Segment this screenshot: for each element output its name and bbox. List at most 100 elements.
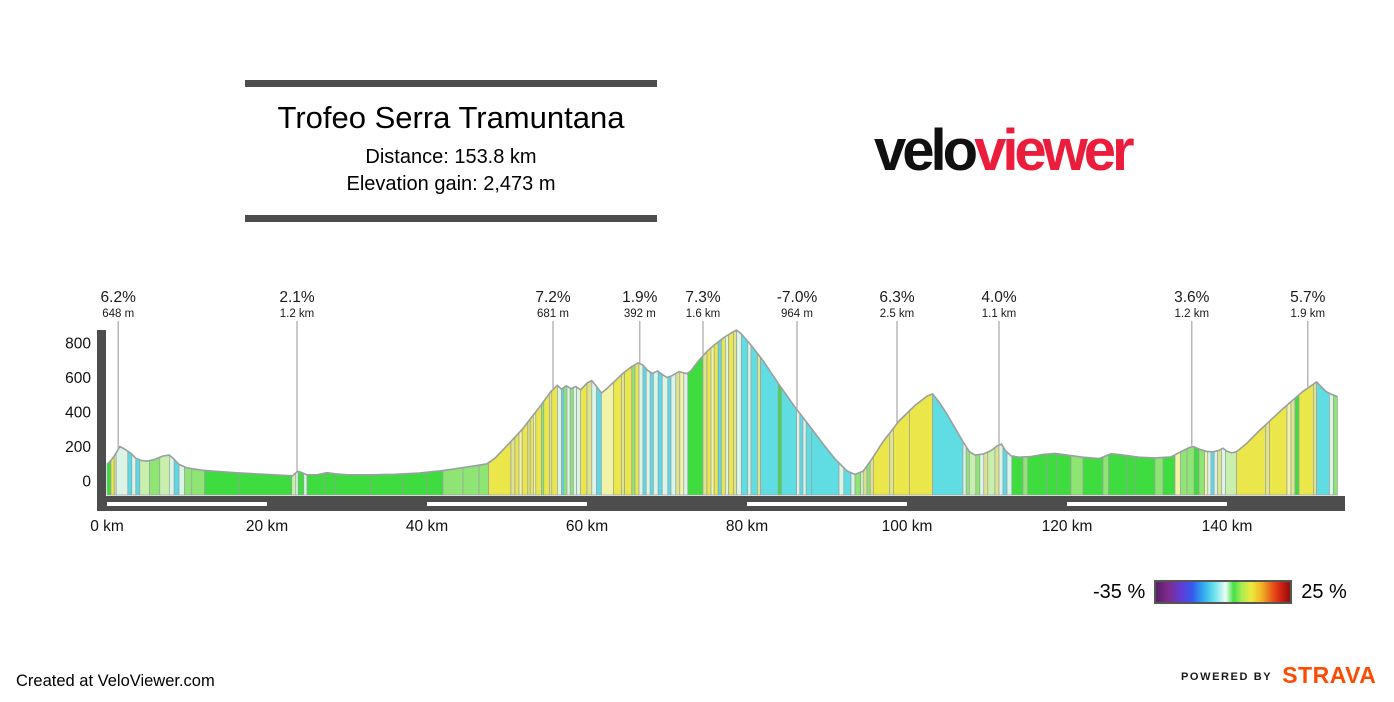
x-tick-label: 100 km [882,518,933,535]
profile-band [541,400,545,496]
profile-band [757,352,761,496]
profile-band [1333,394,1338,496]
route-title: Trofeo Serra Tramuntana [277,100,625,135]
profile-band [115,446,129,496]
profile-band [569,387,574,496]
profile-band [733,329,737,496]
x-tick-label: 20 km [246,518,288,535]
route-elevation-gain: Elevation gain: 2,473 m [346,173,556,195]
profile-band [159,454,170,496]
profile-band [969,451,977,496]
profile-band [613,373,622,496]
y-tick-label: 600 [65,370,91,387]
profile-band [139,459,150,496]
profile-band [621,371,625,496]
scale-bar-segment [747,502,907,506]
annotation-length: 681 m [537,308,569,320]
profile-band [561,386,565,496]
profile-band [893,410,910,496]
profile-band [854,471,861,496]
profile-band [1313,381,1317,496]
profile-band [796,408,801,496]
profile-band [535,403,542,496]
profile-band [750,344,758,496]
profile-band [169,454,175,496]
profile-band [303,472,308,496]
profile-band [802,416,807,496]
profile-band [962,440,967,496]
profile-band [1102,454,1109,496]
profile-band [529,413,534,496]
profile-band [965,445,970,496]
profile-band [1217,448,1222,496]
annotation-grade: 2.1% [279,289,315,306]
profile-band [736,329,742,496]
profile-band [998,443,1004,496]
gradient-legend: -35 % 25 % [1093,580,1347,604]
annotation-grade: 7.3% [685,289,721,306]
profile-band [1027,453,1048,496]
profile-band [586,380,593,496]
annotation-length: 1.2 km [280,308,315,320]
profile-band [638,362,644,496]
profile-band [721,335,726,496]
x-tick-label: 80 km [726,518,768,535]
profile-outline [106,329,1338,477]
profile-band [869,455,874,496]
profile-band [1298,383,1314,496]
profile-band [518,428,523,496]
profile-band [1174,451,1181,496]
profile-band [324,472,337,496]
profile-band [580,382,588,496]
x-tick-label: 0 km [90,518,124,535]
x-tick-label: 120 km [1042,518,1093,535]
profile-band [1329,392,1334,496]
profile-band [149,456,161,496]
profile-band [543,392,550,496]
profile-band [1046,453,1058,496]
profile-band [728,331,734,496]
profile-band [426,470,444,496]
y-axis-bar [97,330,106,511]
profile-band [687,354,704,496]
profile-band [563,385,568,496]
gradient-legend-bar [1154,580,1293,604]
profile-band [661,373,669,496]
y-tick-label: 0 [82,474,91,491]
profile-band [1225,449,1237,496]
strava-attribution: POWERED BY STRAVA [1181,664,1376,687]
profile-band [811,427,840,496]
profile-band [889,427,894,496]
profile-band [1221,447,1226,496]
x-tick-label: 60 km [566,518,608,535]
annotation-length: 1.6 km [686,308,721,320]
profile-band [601,381,614,496]
annotation-grade: 1.9% [622,289,658,306]
profile-band [135,457,141,496]
profile-band [1186,446,1195,496]
profile-band [932,392,964,496]
profile-band [1294,394,1300,496]
profile-band [1126,455,1137,496]
profile-band [533,410,537,496]
profile-band [624,366,633,496]
profile-band [1198,448,1205,496]
profile-band [131,453,137,496]
profile-band [335,473,372,496]
profile-band [106,459,112,496]
profile-band [702,350,708,496]
annotation-length: 2.5 km [880,308,915,320]
profile-band [713,341,719,496]
strava-logo: STRAVA [1282,662,1377,688]
annotation-grade: 5.7% [1290,289,1326,306]
veloviewer-logo-velo: velo [874,118,978,183]
annotation-grade: 6.3% [879,289,915,306]
profile-band [1022,456,1029,496]
legend-max-label: 25 % [1301,580,1347,603]
profile-band [110,454,115,496]
profile-band [642,364,647,496]
profile-band [478,461,489,496]
profile-band [178,463,185,496]
annotation-grade: -7.0% [777,289,818,306]
